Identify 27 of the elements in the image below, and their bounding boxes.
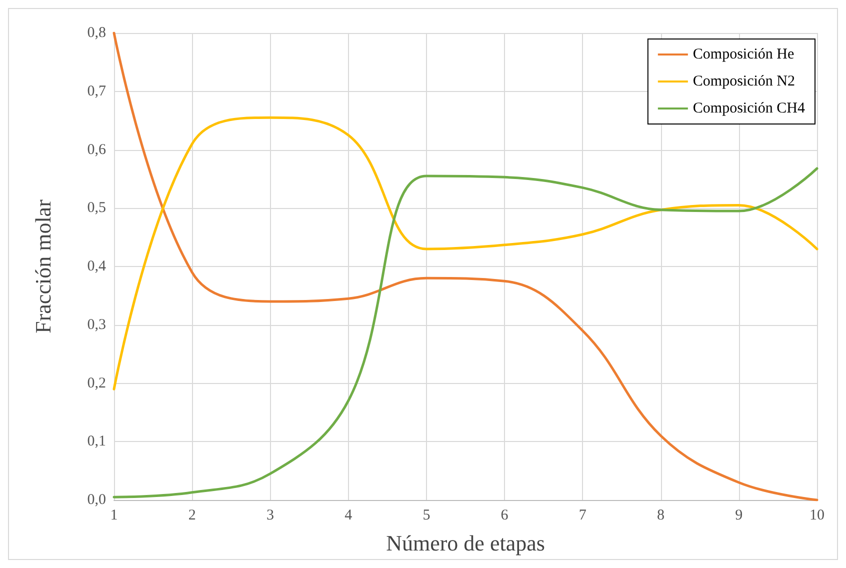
legend-label: Composición CH4 xyxy=(692,100,806,116)
y-tick-label: 0,4 xyxy=(87,258,106,274)
x-axis-title: Número de etapas xyxy=(386,530,545,556)
line-series xyxy=(112,32,818,502)
y-tick-label: 0,0 xyxy=(87,492,106,508)
y-axis-title: Fracción molar xyxy=(30,198,56,334)
x-tick-label: 3 xyxy=(266,508,274,524)
x-tick-label: 7 xyxy=(578,508,587,524)
y-tick-label: 0,1 xyxy=(87,434,106,450)
x-tick-label: 2 xyxy=(188,508,196,524)
y-tick-label: 0,2 xyxy=(87,375,106,392)
x-tick-label: 5 xyxy=(422,508,430,524)
x-tick-label: 10 xyxy=(810,508,824,524)
x-tick-label: 9 xyxy=(735,508,743,524)
x-tick-label: 8 xyxy=(657,508,665,524)
x-tick-label: 6 xyxy=(500,508,509,524)
line-series xyxy=(112,116,818,390)
y-tick-label: 0,3 xyxy=(87,316,106,333)
y-tick-label: 0,5 xyxy=(87,200,106,216)
y-tick-label: 0,6 xyxy=(87,142,106,158)
x-tick-label: 4 xyxy=(344,508,353,524)
y-tick-label: 0,7 xyxy=(87,83,106,100)
line-series xyxy=(112,167,818,498)
legend-label: Composición He xyxy=(692,46,794,62)
x-tick-label: 1 xyxy=(110,508,118,524)
legend-label: Composición N2 xyxy=(692,74,796,90)
y-tick-label: 0,8 xyxy=(87,25,106,41)
